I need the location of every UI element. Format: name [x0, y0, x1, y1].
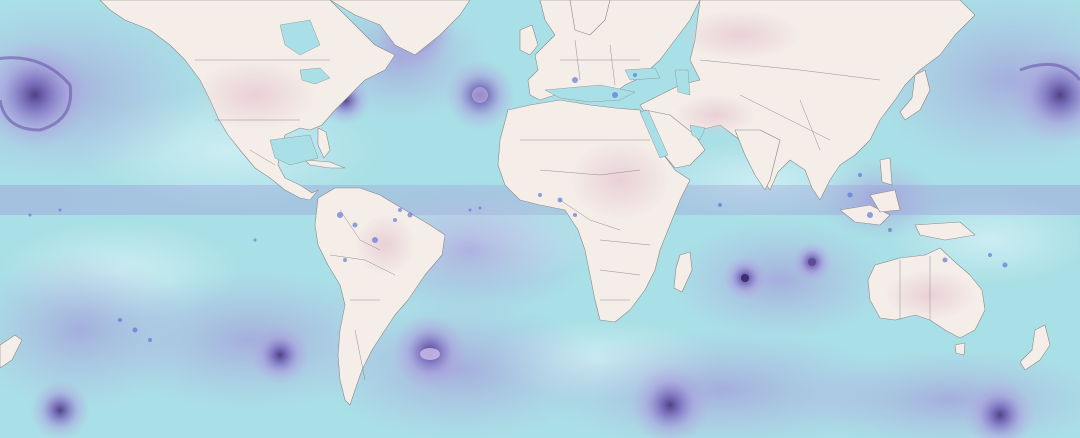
storm-north-pacific-east[interactable]: [1010, 45, 1080, 145]
madagascar: [673, 251, 693, 293]
persian-gulf: [689, 124, 706, 141]
india: [734, 129, 781, 191]
storm-north-pacific-west[interactable]: [0, 40, 90, 150]
new-zealand-fragment-west: [0, 334, 23, 369]
storm-south-atlantic[interactable]: [392, 314, 468, 390]
caspian-sea: [674, 69, 691, 96]
greenland: [329, 0, 471, 56]
british-isles: [519, 24, 539, 56]
tasmania: [954, 342, 966, 356]
new-guinea: [914, 221, 976, 241]
great-lakes: [299, 67, 331, 85]
storm-south-pacific[interactable]: [250, 325, 310, 385]
hudson-bay: [279, 19, 321, 56]
storm-north-atlantic[interactable]: [445, 60, 515, 130]
philippines: [879, 157, 893, 186]
storm-indian-ocean-west[interactable]: [723, 256, 767, 300]
red-sea: [639, 109, 669, 159]
japan: [899, 69, 931, 121]
gulf-of-mexico: [269, 134, 319, 166]
black-sea: [624, 67, 661, 81]
country-borders: [195, 39, 931, 381]
indonesia: [839, 204, 891, 226]
florida: [317, 127, 331, 159]
scandinavia: [569, 0, 611, 36]
storm-southern-ocean[interactable]: [30, 365, 1035, 438]
storm-indian-ocean-east[interactable]: [792, 242, 832, 282]
mediterranean-sea: [544, 84, 636, 103]
precipitation-overlay: [28, 73, 1008, 342]
borneo: [869, 189, 901, 213]
new-zealand: [1019, 324, 1051, 371]
cuba: [304, 159, 346, 169]
inland-water: [269, 19, 706, 166]
